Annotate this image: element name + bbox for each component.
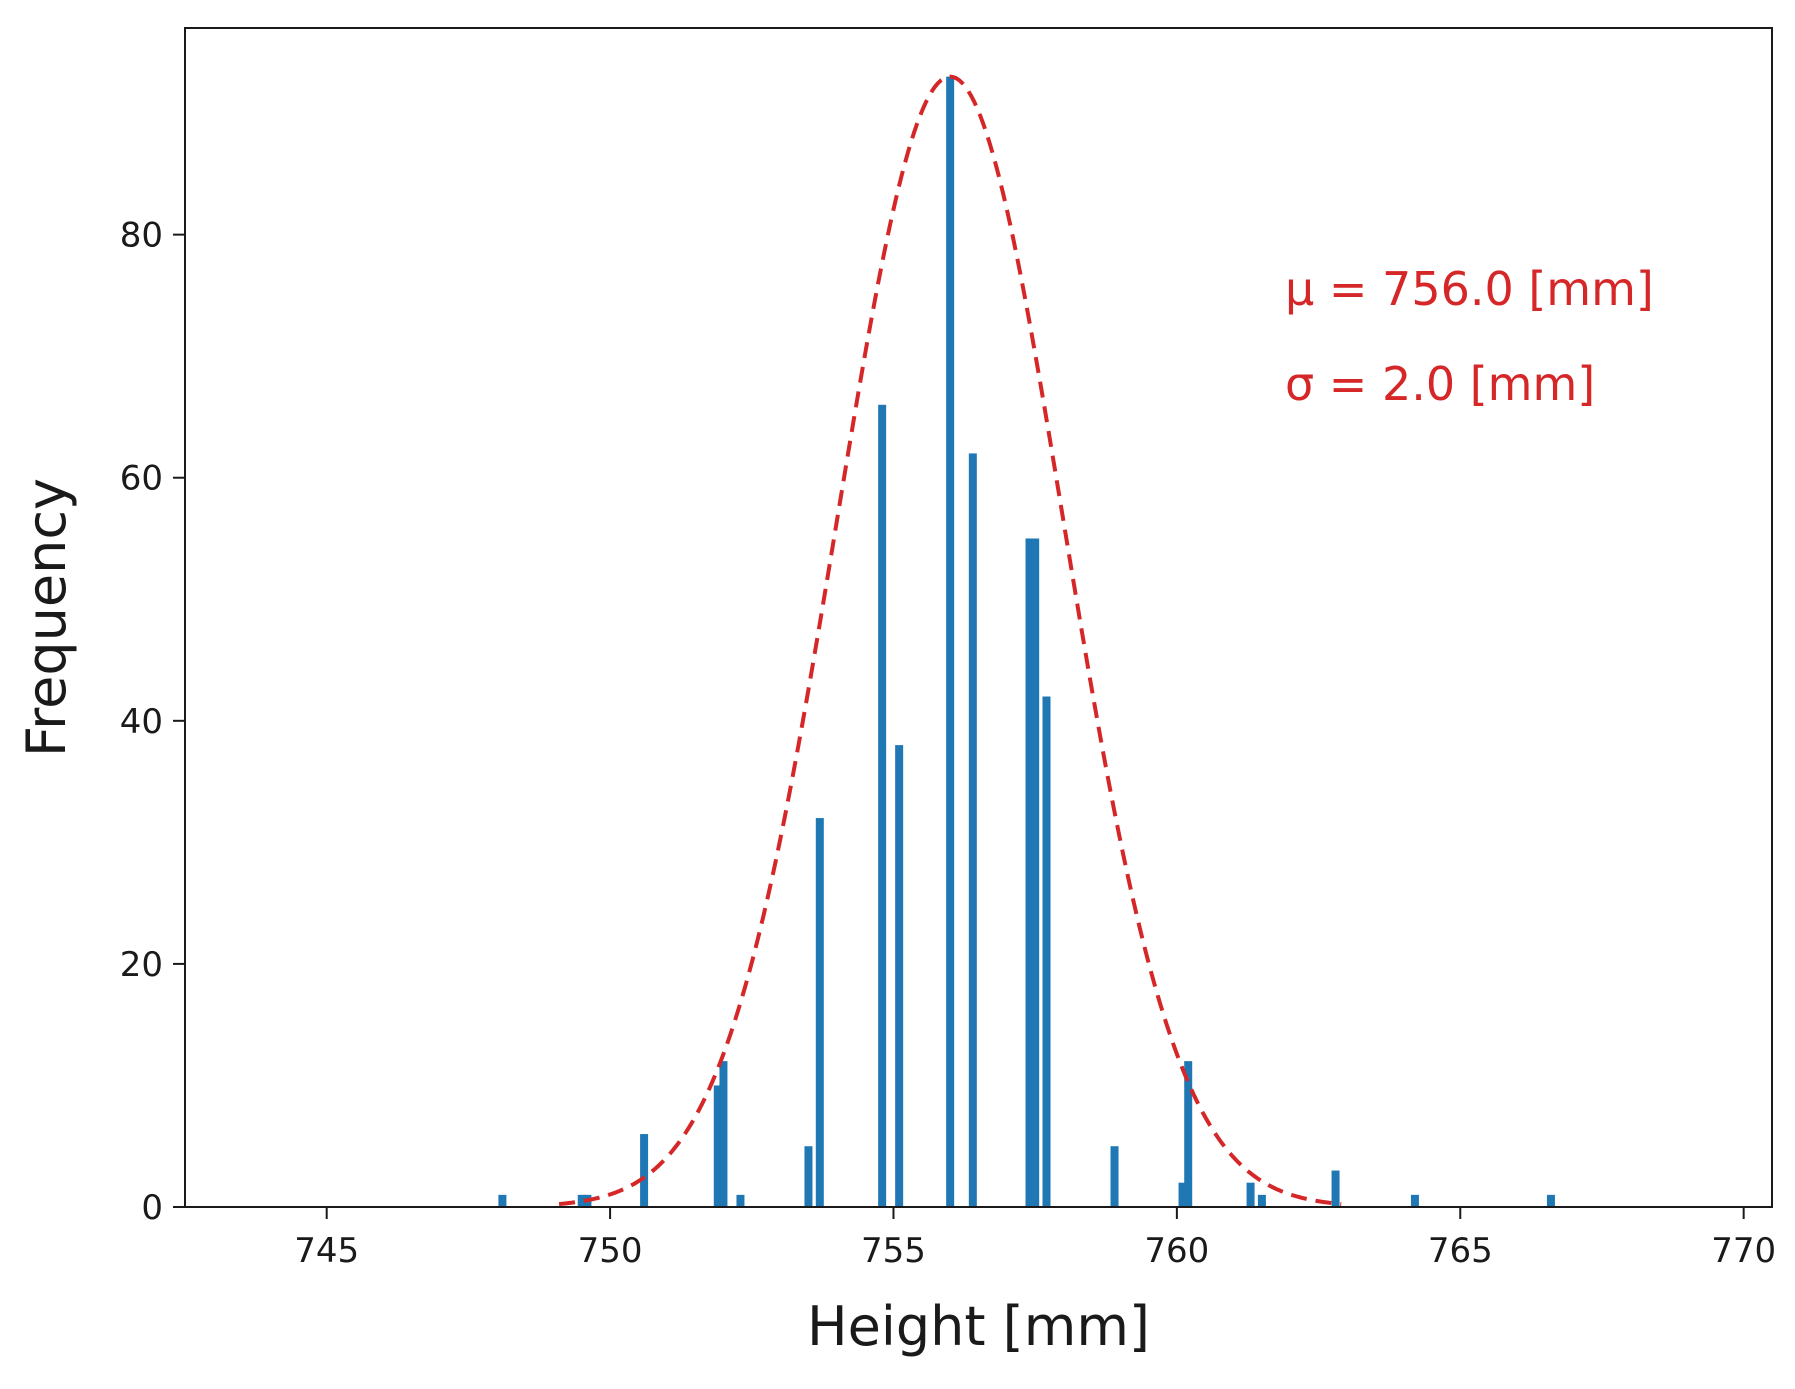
y-tick-label: 60 (120, 459, 163, 499)
x-tick-label: 745 (294, 1231, 359, 1271)
histogram-bar (719, 1061, 728, 1207)
plot-frame (184, 27, 1773, 1208)
histogram-bar (878, 404, 887, 1207)
histogram-bar (640, 1134, 649, 1207)
x-tick-label: 755 (861, 1231, 926, 1271)
histogram-bar (1410, 1194, 1419, 1207)
histogram-bar (815, 818, 824, 1207)
x-axis-ticks: 745 750 755 760 765 770 (294, 1207, 1776, 1271)
y-tick-label: 80 (120, 216, 163, 256)
normal-fit-curve (558, 74, 1342, 1207)
x-tick-label: 770 (1711, 1231, 1776, 1271)
y-tick-label: 0 (141, 1188, 163, 1228)
histogram-bar (895, 745, 904, 1207)
y-axis-title: Frequency (15, 478, 78, 757)
histogram-bar (1178, 1182, 1187, 1207)
histogram-bar (1042, 696, 1051, 1207)
x-axis-title: Height [mm] (807, 1295, 1150, 1358)
histogram-bar (713, 1085, 722, 1207)
histogram-bar (1110, 1146, 1119, 1207)
histogram-bar (736, 1194, 745, 1207)
x-tick-label: 760 (1144, 1231, 1209, 1271)
y-tick-label: 20 (120, 945, 163, 985)
x-tick-label: 750 (578, 1231, 643, 1271)
histogram-bar (1546, 1194, 1555, 1207)
histogram-bar (1025, 538, 1034, 1207)
y-tick-label: 40 (120, 702, 163, 742)
histogram-bar (1331, 1170, 1340, 1207)
mean-annotation: μ = 756.0 [mm] (1285, 262, 1654, 316)
histogram-bar (968, 453, 977, 1207)
std-annotation: σ = 2.0 [mm] (1285, 357, 1595, 411)
x-tick-label: 765 (1428, 1231, 1493, 1271)
histogram-bar (1184, 1061, 1193, 1207)
bars-layer (498, 76, 1555, 1208)
histogram-bar (1031, 538, 1040, 1207)
histogram-bar (498, 1194, 507, 1207)
histogram-bar (1257, 1194, 1266, 1207)
histogram-bar (804, 1146, 813, 1207)
histogram-bar (946, 76, 955, 1208)
y-axis-ticks: 0 20 40 60 80 (120, 216, 185, 1228)
histogram-bar (577, 1194, 586, 1207)
histogram-bar (1246, 1182, 1255, 1207)
